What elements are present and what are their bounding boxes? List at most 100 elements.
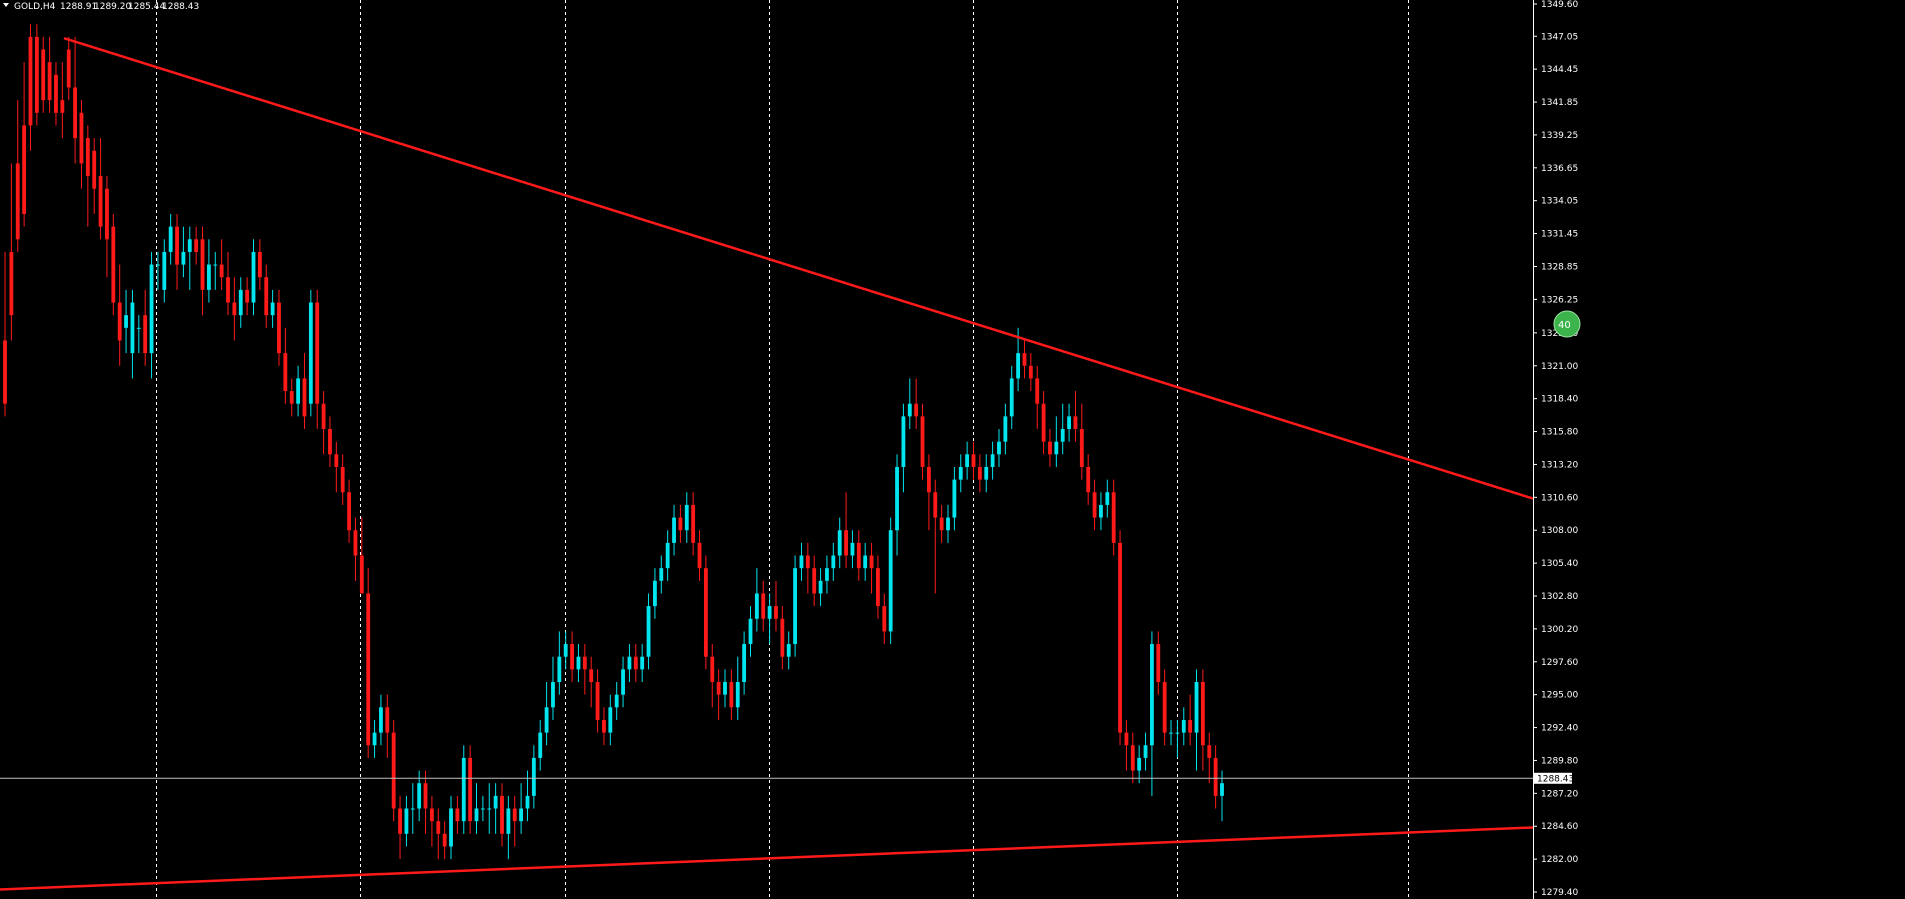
y-tick-label: 1347.05 [1541,32,1578,42]
candle-body [1054,441,1059,455]
candle-body [926,466,931,493]
candle-body [1099,504,1103,518]
candle-body [136,327,141,329]
candle-body [1105,492,1110,505]
candles [3,24,1224,860]
candle-body [876,568,880,607]
candle-body [570,644,574,670]
candle-body [1137,757,1142,771]
candle-body [939,517,944,531]
chart-header: GOLD,H4 1288.91 1289.20 1285.44 1288.43 [3,2,199,12]
candle-body [1041,403,1046,442]
trendline[interactable] [63,36,1534,500]
candle-body [54,74,58,113]
y-tick-label: 1310.60 [1541,493,1578,503]
candle-body [563,644,568,657]
candle-body [149,264,154,354]
candle-body [716,682,721,695]
candle-body [984,466,989,480]
candle-body [3,340,7,404]
candle-body [9,251,14,316]
candle-body [283,353,288,392]
candle-body [703,568,708,657]
candle-body [500,795,504,834]
candle-body [1124,732,1129,746]
candle-body [219,264,224,278]
candle-body [684,504,689,531]
candle-body [455,808,460,822]
candle-body [1118,542,1122,733]
candle-body [665,542,670,569]
candle-body [907,403,912,417]
candle-body [780,618,785,657]
candle-body [206,264,211,290]
candle-body [602,719,606,733]
symbol-label: GOLD,H4 [14,2,56,12]
alert-badge[interactable]: 40 [1553,310,1581,338]
candle-body [404,808,409,834]
candle-body [977,466,982,480]
trendline[interactable] [0,826,1534,891]
candle-body [608,707,613,733]
candle-body [672,517,676,543]
y-tick-label: 1308.00 [1541,526,1578,536]
candle-body [41,49,46,101]
candle-body [1022,353,1027,366]
candle-body [1111,492,1116,543]
candle-body [710,656,715,683]
y-tick-label: 1341.85 [1541,98,1578,108]
candle-body [640,656,645,670]
candle-body [34,36,39,113]
y-tick-label: 1302.80 [1541,592,1578,602]
candle-body [1200,682,1205,746]
y-tick-label: 1315.80 [1541,428,1578,438]
candle-body [825,568,829,581]
candle-body [315,302,320,404]
candle-body [474,808,479,822]
collapse-arrow-icon[interactable] [3,3,9,7]
candle-body [334,454,339,467]
trendlines [0,36,1534,891]
candle-body [895,466,899,531]
candle-body [379,707,383,733]
candle-body [168,226,173,252]
candle-body [1009,378,1014,417]
y-tick-label: 1295.00 [1541,691,1578,701]
y-tick-label: 1300.20 [1541,625,1578,635]
candle-body [723,682,727,695]
candle-body [1073,416,1078,430]
candle-body [181,251,186,265]
y-tick-label: 1292.40 [1541,724,1578,734]
candle-body [774,606,778,619]
candle-body [251,251,256,303]
candle-body [1188,719,1193,733]
svg-text:1288.43: 1288.43 [1537,774,1574,784]
candle-body [990,454,995,467]
candle-body [124,315,128,328]
y-tick-label: 1331.45 [1541,230,1578,240]
y-tick-label: 1282.00 [1541,855,1578,865]
candle-body [162,251,167,290]
candle-body [429,808,434,822]
candle-body [1130,745,1135,771]
candle-body [410,808,415,810]
candle-body [1143,745,1148,758]
candle-body [589,669,594,683]
candle-body [1086,466,1091,493]
y-tick-label: 1305.40 [1541,559,1578,569]
candle-body [914,403,919,417]
candle-body [385,707,390,733]
candle-body [1156,644,1161,683]
candle-body [15,163,20,240]
candle-body [729,682,734,708]
candle-body [582,656,587,670]
y-tick-label: 1289.80 [1541,756,1578,766]
candle-body [831,555,836,569]
candle-body [844,530,848,556]
candle-body [576,656,581,670]
candle-body [786,644,791,657]
candle-body [1162,682,1167,733]
candle-body [812,568,817,594]
